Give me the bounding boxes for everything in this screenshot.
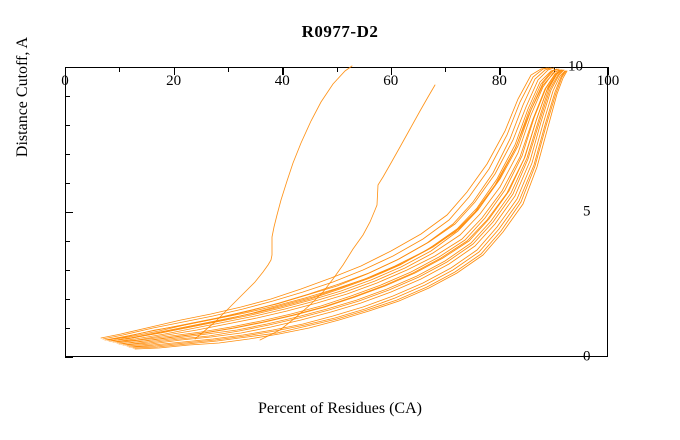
- chart-page: R0977-D2 0 20 40 60 80 100 0 5: [0, 0, 680, 440]
- y-tick-0: [65, 357, 73, 358]
- line-series-group: [65, 67, 608, 357]
- plot-area: 0 20 40 60 80 100 0 5 10: [65, 67, 608, 357]
- y-axis-title: Distance Cutoff, A: [14, 0, 32, 212]
- chart-title: R0977-D2: [0, 22, 680, 42]
- x-axis-title: Percent of Residues (CA): [0, 400, 680, 418]
